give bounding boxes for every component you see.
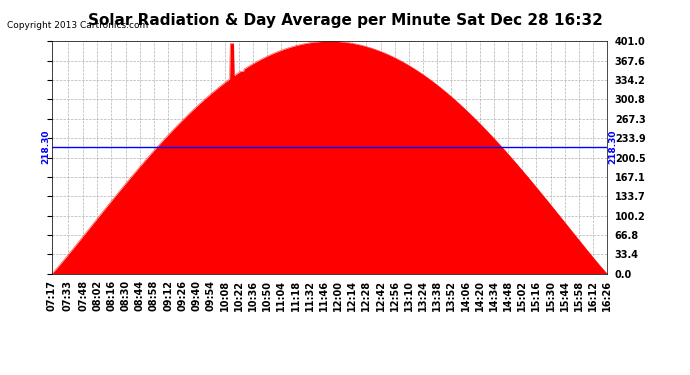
Text: 218.30: 218.30	[41, 130, 50, 164]
Text: Copyright 2013 Cartronics.com: Copyright 2013 Cartronics.com	[7, 21, 148, 30]
Text: Solar Radiation & Day Average per Minute Sat Dec 28 16:32: Solar Radiation & Day Average per Minute…	[88, 13, 602, 28]
Text: 218.30: 218.30	[609, 130, 618, 164]
